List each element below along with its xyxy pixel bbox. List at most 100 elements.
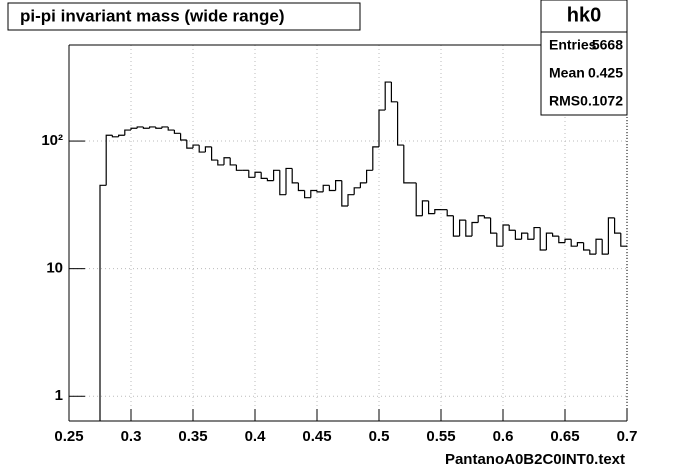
bar	[105, 134, 113, 186]
x-tick-label: 0.45	[302, 428, 331, 445]
bar	[521, 232, 528, 240]
x-tick-label: 0.3	[121, 428, 142, 445]
bar	[552, 233, 559, 237]
bar	[415, 182, 423, 217]
bar	[111, 135, 119, 138]
stats-value: 0.425	[588, 65, 623, 81]
bar	[328, 185, 336, 192]
bar	[142, 126, 150, 129]
bar	[192, 144, 200, 149]
bar	[514, 230, 522, 240]
bar	[558, 236, 565, 244]
chart-title: pi-pi invariant mass (wide range)	[20, 6, 285, 25]
bar	[273, 169, 280, 181]
y-tick-label: 10²	[41, 132, 63, 149]
bar	[161, 126, 169, 129]
bar	[508, 224, 516, 231]
bar	[471, 221, 479, 237]
bar	[279, 170, 286, 196]
bar	[502, 224, 510, 247]
bar	[459, 219, 466, 237]
bar	[124, 129, 131, 136]
bar	[297, 182, 305, 192]
y-tick-label: 1	[55, 387, 63, 404]
x-tick-label: 0.65	[550, 428, 579, 445]
bar	[583, 242, 590, 251]
bar	[248, 170, 255, 178]
bar	[155, 126, 162, 129]
bar	[310, 189, 317, 198]
bar	[316, 190, 324, 193]
bar	[266, 178, 274, 182]
x-tick-label: 0.55	[426, 428, 455, 445]
bar	[570, 239, 578, 247]
bar	[490, 217, 497, 234]
bar	[576, 242, 584, 247]
stats-title: hk0	[567, 4, 601, 26]
bar	[204, 146, 212, 153]
bar	[496, 233, 503, 247]
x-tick-label: 0.25	[54, 428, 83, 445]
bar	[235, 164, 243, 171]
bar	[366, 169, 373, 183]
bar	[353, 187, 361, 195]
bar	[477, 215, 485, 223]
bar	[173, 130, 181, 134]
title-box	[7, 2, 361, 31]
bar	[167, 126, 175, 131]
stats-value: 5668	[592, 37, 623, 53]
bar	[564, 238, 572, 243]
y-tick-label: 10	[46, 260, 63, 277]
x-tick-label: 0.5	[369, 428, 390, 445]
bar	[589, 250, 596, 255]
bar	[452, 215, 460, 237]
bar	[341, 180, 348, 207]
bar	[322, 184, 330, 192]
bar	[595, 238, 603, 255]
bar	[403, 145, 410, 184]
bar	[483, 215, 491, 219]
bar	[614, 217, 621, 234]
bar	[378, 109, 386, 147]
bar	[421, 200, 429, 216]
bar	[359, 182, 367, 188]
bar	[533, 226, 541, 240]
bar	[335, 179, 342, 191]
bar	[304, 190, 311, 199]
bar	[254, 171, 262, 178]
bar	[149, 126, 156, 129]
x-tick-label: 0.6	[493, 428, 514, 445]
bar	[601, 239, 609, 255]
x-axis-label: PantanoA0B2C0INT0.text	[445, 451, 625, 468]
bar	[465, 220, 472, 237]
bar	[186, 139, 193, 149]
bar	[434, 209, 441, 214]
bar	[136, 126, 144, 129]
bar	[260, 172, 268, 179]
stats-label: RMS	[549, 93, 580, 109]
bar	[118, 134, 125, 137]
stats-label: Mean	[549, 65, 585, 81]
bar	[99, 184, 107, 421]
bar	[211, 146, 218, 161]
stats-label: Entries	[549, 37, 597, 53]
bar	[620, 233, 627, 247]
bar	[217, 160, 224, 166]
bar	[180, 133, 187, 141]
bar	[545, 232, 553, 251]
bar	[539, 227, 547, 251]
x-tick-label: 0.35	[178, 428, 207, 445]
bar	[198, 145, 206, 153]
bar	[130, 127, 138, 131]
bar	[347, 194, 355, 206]
bar	[527, 233, 534, 240]
bar	[390, 82, 398, 103]
bar	[446, 209, 454, 217]
bar	[607, 217, 615, 255]
stats-box	[540, 0, 628, 116]
x-tick-label: 0.4	[245, 428, 267, 445]
bar	[428, 200, 435, 215]
bar	[285, 167, 293, 195]
bar	[384, 81, 392, 111]
